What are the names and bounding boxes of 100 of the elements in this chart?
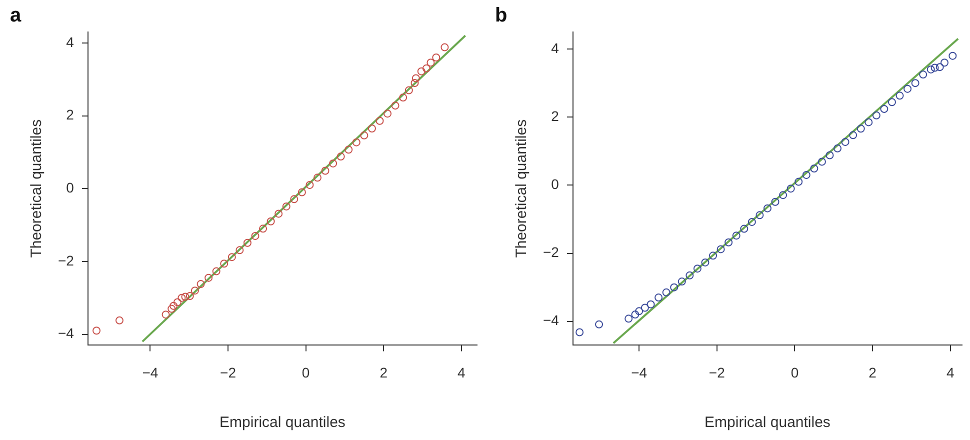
y-tick-label: 2 <box>66 106 74 123</box>
point <box>756 211 764 220</box>
x-axis-title: Empirical quantiles <box>220 414 346 432</box>
point <box>190 286 199 295</box>
point <box>243 238 252 247</box>
point <box>904 84 912 93</box>
point <box>336 152 345 161</box>
point <box>771 198 780 206</box>
point <box>410 78 419 87</box>
point <box>724 238 733 246</box>
point <box>313 174 322 182</box>
point <box>930 64 939 72</box>
point <box>168 304 176 313</box>
x-tick-label: 4 <box>946 364 954 380</box>
y-tick-label: 0 <box>551 176 560 192</box>
y-axis-title: Theoretical quantiles <box>28 119 46 258</box>
point <box>818 158 826 166</box>
point <box>794 178 803 186</box>
point <box>391 102 400 110</box>
point <box>306 180 314 189</box>
point <box>266 217 275 226</box>
point <box>841 138 850 146</box>
point <box>115 316 124 324</box>
point <box>911 79 920 88</box>
point <box>856 124 865 133</box>
point <box>251 232 260 240</box>
point <box>321 166 330 175</box>
point <box>376 116 384 125</box>
point <box>384 110 392 118</box>
point <box>404 86 413 94</box>
x-tick-label: −2 <box>708 364 726 380</box>
point <box>196 280 205 288</box>
point <box>834 144 842 152</box>
point <box>576 328 584 336</box>
y-tick-label: 4 <box>551 40 560 56</box>
x-axis-title: Empirical quantiles <box>704 414 830 432</box>
point <box>635 307 644 316</box>
point <box>178 294 186 302</box>
point <box>290 195 298 204</box>
point <box>228 253 236 262</box>
point <box>686 271 694 280</box>
point <box>701 258 710 266</box>
x-tick-label: 4 <box>458 364 466 380</box>
point <box>170 302 178 310</box>
point <box>595 320 604 328</box>
point <box>212 267 220 276</box>
point <box>926 65 935 74</box>
y-axis-title: Theoretical quantiles <box>513 119 530 258</box>
point <box>662 288 670 296</box>
x-tick-label: 2 <box>380 364 388 380</box>
point <box>896 92 904 100</box>
point <box>360 131 368 140</box>
point <box>654 294 663 302</box>
x-tick-label: 2 <box>868 364 877 380</box>
point <box>826 151 834 160</box>
point <box>888 98 896 106</box>
point <box>864 118 873 126</box>
chart-title: b <box>495 4 508 27</box>
point <box>92 326 101 335</box>
point <box>740 224 748 233</box>
point <box>181 292 190 301</box>
x-tick-label: 0 <box>302 364 310 380</box>
point <box>802 170 810 179</box>
point <box>412 74 420 82</box>
point <box>282 202 290 210</box>
chart-title: a <box>10 4 22 27</box>
point <box>709 252 718 260</box>
point <box>624 314 633 323</box>
point <box>763 204 772 212</box>
x-tick-label: −2 <box>220 364 236 380</box>
point <box>368 124 376 133</box>
x-tick-label: −4 <box>631 364 648 380</box>
point <box>779 191 788 200</box>
point <box>173 298 182 306</box>
point <box>940 58 948 67</box>
point <box>344 146 353 154</box>
x-tick-label: 0 <box>790 364 799 380</box>
point <box>849 131 858 140</box>
y-tick-label: 2 <box>551 108 560 124</box>
point <box>872 111 880 120</box>
y-tick-label: 0 <box>66 179 74 196</box>
point <box>399 94 408 102</box>
point <box>204 274 213 282</box>
point <box>936 63 944 72</box>
point <box>880 104 888 113</box>
point <box>186 292 194 300</box>
point <box>422 64 430 72</box>
y-tick-label: −4 <box>542 312 560 328</box>
point <box>716 245 725 254</box>
point <box>236 246 244 254</box>
point <box>646 300 655 308</box>
point <box>162 310 170 319</box>
point <box>274 210 283 218</box>
point <box>919 70 928 79</box>
point <box>631 310 640 319</box>
point <box>298 188 306 196</box>
point <box>732 232 740 240</box>
point <box>948 52 957 60</box>
point <box>259 224 268 233</box>
point <box>786 184 795 193</box>
